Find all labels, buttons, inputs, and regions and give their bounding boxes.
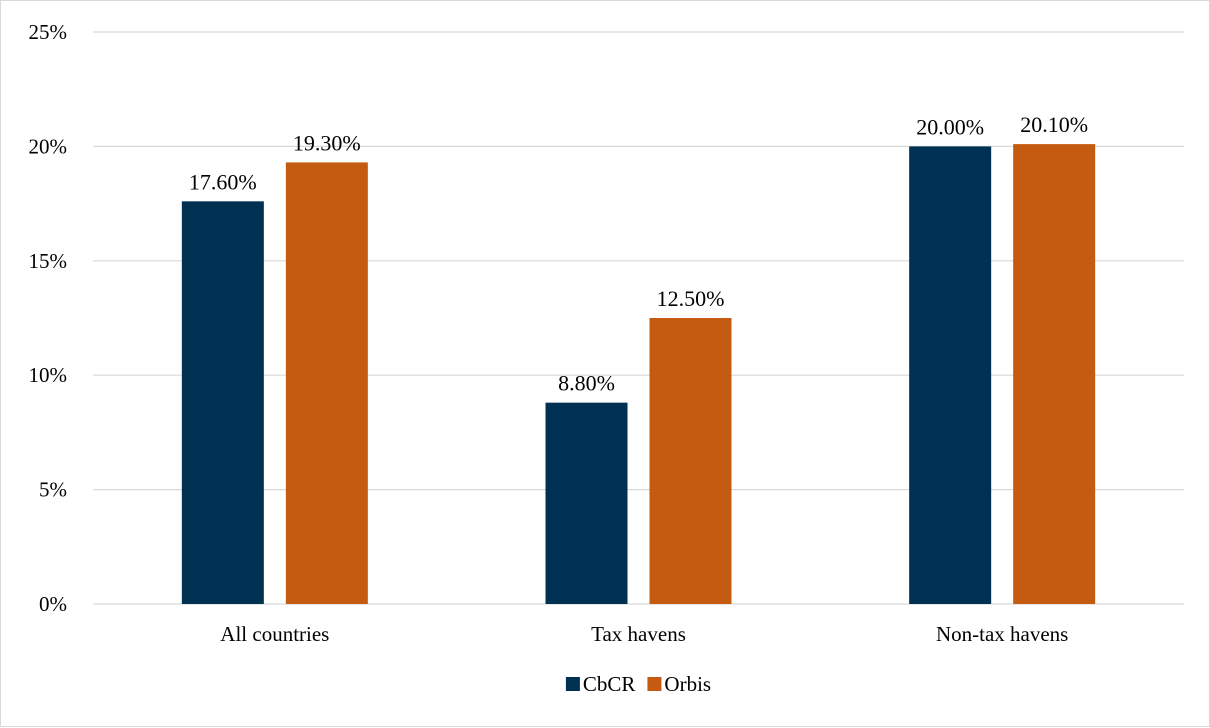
y-axis-ticks: 0% 5% 10% 15% 20% 25% (29, 20, 68, 616)
x-tick-label: Non-tax havens (936, 622, 1068, 646)
y-tick-label: 0% (39, 592, 67, 616)
legend-swatch (647, 677, 662, 691)
bar-cbcr-3 (909, 146, 992, 604)
bar-orbis-3 (1013, 144, 1096, 604)
data-label: 17.60% (189, 169, 257, 194)
y-tick-label: 20% (29, 134, 68, 158)
y-tick-label: 15% (29, 249, 68, 273)
y-tick-label: 25% (29, 20, 68, 44)
gridlines (93, 31, 1184, 605)
data-label: 8.80% (558, 371, 615, 396)
bar-cbcr-2 (545, 402, 628, 604)
bar-cbcr-1 (181, 201, 264, 604)
legend-label: CbCR (583, 672, 636, 696)
x-axis-ticks: All countries Tax havens Non-tax havens (220, 622, 1068, 646)
legend-item-cbcr: CbCR (565, 672, 636, 696)
data-label: 20.10% (1020, 112, 1088, 137)
bar-orbis-1 (285, 162, 368, 604)
legend-label: Orbis (664, 672, 711, 696)
bar-orbis-2 (649, 318, 732, 604)
x-tick-label: All countries (220, 622, 329, 646)
legend: CbCR Orbis (565, 672, 711, 696)
x-tick-label: Tax havens (591, 622, 686, 646)
y-tick-label: 5% (39, 478, 67, 502)
y-tick-label: 10% (29, 363, 68, 387)
legend-swatch (565, 677, 580, 691)
data-label: 19.30% (293, 130, 361, 155)
legend-item-orbis: Orbis (647, 672, 711, 696)
data-label: 20.00% (916, 114, 984, 139)
data-label: 12.50% (657, 286, 725, 311)
data-labels: 17.60% 19.30% 8.80% 12.50% 20.00% 20.10% (189, 112, 1088, 396)
bars (181, 144, 1096, 604)
